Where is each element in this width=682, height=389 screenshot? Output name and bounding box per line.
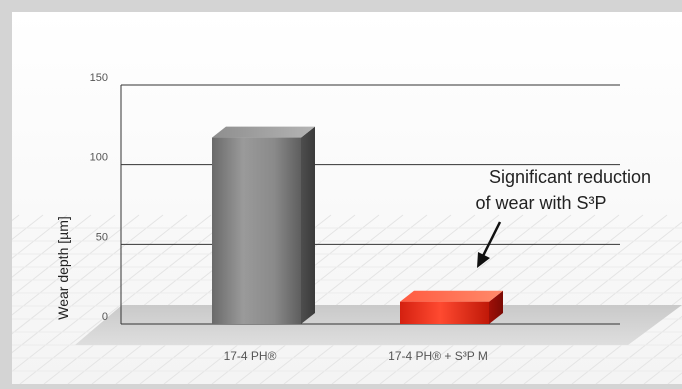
bar-side xyxy=(301,126,315,324)
y-tick-label: 150 xyxy=(90,72,108,84)
annotation-line-1: Significant reduction xyxy=(489,167,651,187)
bar-2 xyxy=(400,290,503,324)
y-tick-label: 50 xyxy=(96,231,108,243)
annotation-line-2: of wear with S³P xyxy=(475,193,606,213)
x-tick-label: 17-4 PH® + S³P M xyxy=(388,349,488,363)
annotation-arrow-head xyxy=(477,252,490,268)
x-tick-labels: 17-4 PH® 17-4 PH® + S³P M xyxy=(224,349,488,363)
annotation-arrow-line xyxy=(480,221,502,259)
bar-top xyxy=(212,126,315,138)
bar-side xyxy=(489,290,503,324)
gridlines xyxy=(121,84,620,325)
y-tick-label: 0 xyxy=(102,311,108,323)
y-tick-label: 100 xyxy=(90,152,108,164)
x-tick-label: 17-4 PH® xyxy=(224,349,277,363)
bar-front xyxy=(212,137,301,324)
chart-floor xyxy=(75,305,682,345)
bars xyxy=(212,126,503,324)
annotation: Significant reduction of wear with S³P xyxy=(475,167,651,268)
bar-front xyxy=(400,301,489,324)
y-axis: 0 50 100 150 xyxy=(90,72,122,324)
bar-1 xyxy=(212,126,315,324)
y-axis-label: Wear depth [µm] xyxy=(55,216,71,320)
bar-top xyxy=(400,290,503,302)
